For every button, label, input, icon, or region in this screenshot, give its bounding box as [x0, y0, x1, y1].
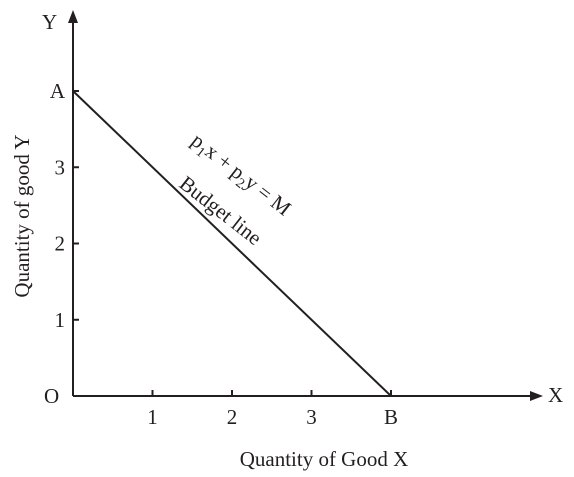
y-tick-label: 1: [55, 308, 66, 332]
y-axis-title: Quantity of good Y: [10, 134, 34, 297]
equation-tail: y = M: [240, 170, 296, 221]
x-axis-arrowhead: [530, 391, 543, 401]
x-tick-label: 3: [306, 405, 317, 429]
y-axis-arrowhead: [68, 10, 78, 23]
axes: X Y O: [42, 10, 563, 408]
x-tick-label: 1: [147, 405, 158, 429]
x-tick-label: 2: [227, 405, 238, 429]
series-layer: [72, 90, 392, 397]
budget-line: [72, 90, 392, 397]
y-ticks: 1 2 3 A: [50, 79, 79, 332]
x-axis-symbol: X: [548, 383, 563, 407]
y-axis-symbol: Y: [42, 10, 57, 34]
x-axis-title: Quantity of Good X: [240, 447, 409, 471]
x-ticks: 1 2 3 B: [147, 390, 398, 429]
y-tick-label: A: [50, 79, 66, 103]
origin-label: O: [44, 384, 59, 408]
y-tick-label: 2: [55, 232, 66, 256]
x-tick-label: B: [384, 405, 398, 429]
y-tick-label: 3: [55, 155, 66, 179]
